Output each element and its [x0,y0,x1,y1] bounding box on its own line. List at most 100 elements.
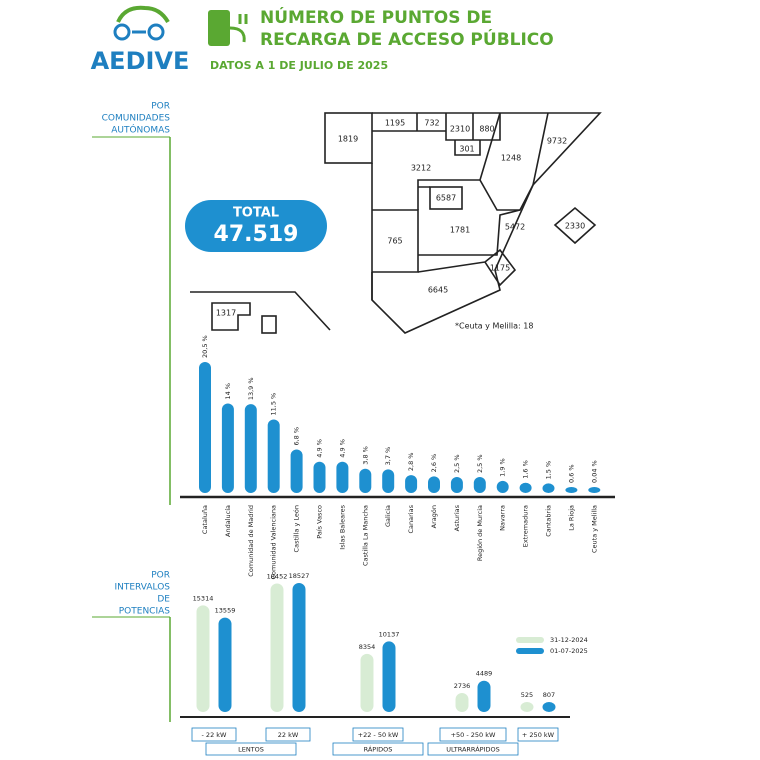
category-label: Cataluña [201,505,209,534]
group-box [205,742,297,756]
section-label: POR [151,102,170,112]
logo: AEDIVE [91,5,190,75]
category-label: Extremadura [522,505,530,547]
map [190,112,602,334]
subtitle: DATOS A 1 DE JULIO DE 2025 [210,59,388,72]
category-label: Aragón [430,505,438,528]
map-label: 9732 [547,137,567,146]
bar [496,480,509,493]
category-box [352,727,404,742]
group-box [427,742,519,756]
map-label: 1195 [385,119,405,128]
value-label: 10137 [379,630,400,638]
category-box [191,727,237,742]
map-label: 1781 [450,226,470,235]
value-label: 18452 [267,573,288,581]
value-label: 807 [543,691,555,699]
bar [199,362,211,493]
value-label: 1,9 % [499,458,507,477]
bar [382,469,395,493]
bar [292,583,306,712]
category-label: Asturias [453,504,461,531]
value-label: 1,5 % [545,461,553,480]
value-label: 20,5 % [201,335,209,358]
group-label: RÁPIDOS [364,745,393,754]
map-label: 6587 [436,194,456,203]
value-label: 2,5 % [476,454,484,473]
category-label: Comunidad de Madrid [247,505,255,577]
map-label: 880 [479,125,494,134]
title-line: NÚMERO DE PUNTOS DE [260,6,492,28]
bar [267,419,280,493]
total-value: 47.519 [214,222,299,247]
section-label: POR [151,571,170,581]
category-label: 22 kW [278,731,299,739]
value-label: 2,5 % [453,454,461,473]
bar [520,702,534,712]
bar [473,477,486,493]
section-label: INTERVALOS [114,583,170,593]
value-label: 14 % [224,383,232,400]
value-label: 4489 [476,670,493,678]
legend-label: 31-12-2024 [550,636,588,644]
value-label: 2,6 % [430,454,438,473]
category-box [439,727,507,742]
category-label: Navarra [499,505,507,531]
map-label: 2310 [450,125,470,134]
bar [450,477,463,493]
value-label: 6,8 % [293,427,301,446]
legend-swatch [516,648,544,654]
category-label: Galicia [384,505,392,527]
value-label: 0,6 % [567,464,575,483]
value-label: 11,5 % [270,393,278,416]
bar [428,476,440,493]
map-note: *Ceuta y Melilla: 18 [455,322,533,331]
charger-icon [208,10,248,46]
map-label: 765 [387,237,402,246]
bar [360,653,374,712]
logo-text: AEDIVE [91,47,190,75]
section-label: DE [157,595,170,605]
bar [542,483,555,493]
bar [359,468,372,493]
total-pill [185,200,327,252]
bar [542,702,556,712]
title-line: RECARGA DE ACCESO PÚBLICO [260,28,554,50]
value-label: 0,04 % [590,460,598,483]
bar [313,461,326,493]
bar [336,461,349,493]
map-label: 3212 [411,164,431,173]
bar [221,403,234,493]
map-label: 5472 [505,223,525,232]
category-box [265,727,311,742]
value-label: 13559 [215,607,236,615]
value-label: 13,9 % [247,377,255,400]
category-label: Región de Murcia [476,505,484,561]
value-label: 4,9 % [338,439,346,458]
category-label: Andalucía [224,505,232,537]
section-label: COMUNIDADES [102,114,171,124]
bar [519,482,532,493]
total-label: TOTAL [233,206,279,221]
map-label: 301 [459,145,474,154]
value-label: 18527 [289,572,310,580]
bar [405,475,418,493]
category-label: Islas Baleares [338,504,346,549]
category-label: Cantabria [545,505,553,537]
legend-swatch [516,637,544,643]
group-label: ULTRARRÁPIDOS [446,745,499,754]
category-label: Canarias [407,504,415,533]
section-label: POTENCIAS [119,607,171,617]
map-label: 6645 [428,286,448,295]
legend-label: 01-07-2025 [550,647,588,655]
section-label: AUTÓNOMAS [111,124,170,136]
value-label: 2,8 % [407,453,415,472]
category-label: +50 - 250 kW [451,731,496,739]
map-label: 1317 [216,309,236,318]
value-label: 8354 [359,643,376,651]
bar [477,680,491,712]
value-label: 4,9 % [316,439,324,458]
value-label: 15314 [193,594,214,602]
map-label: 1175 [490,264,510,273]
